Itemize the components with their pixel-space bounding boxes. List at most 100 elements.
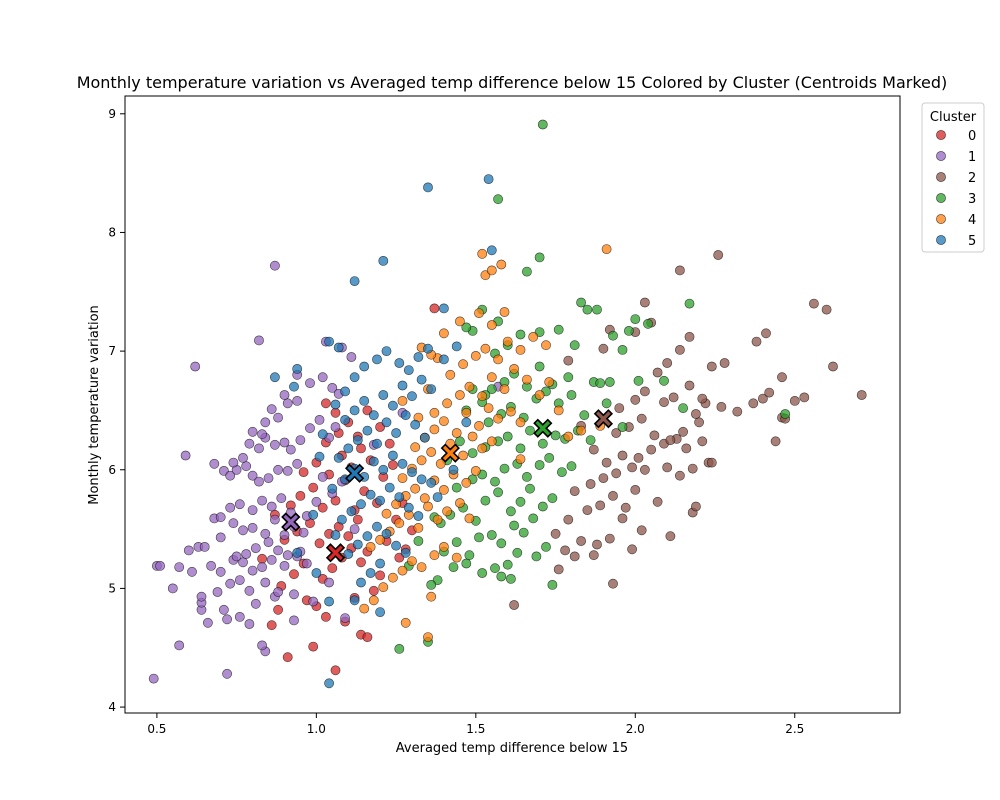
data-point [828,361,838,372]
data-point [474,308,484,318]
data-point [174,640,185,651]
legend-label: 4 [968,213,976,228]
data-point [234,575,245,585]
data-point [212,587,223,597]
data-point [327,563,338,574]
data-point [636,413,647,424]
data-point [515,329,526,340]
data-point [454,436,465,447]
data-point [247,505,258,515]
series-1 [148,260,503,684]
data-point [502,559,513,570]
data-point [493,413,503,424]
data-point [295,435,306,445]
data-point [215,566,226,577]
data-point [400,617,411,628]
data-point [289,589,299,600]
data-point [477,391,488,402]
data-point [285,444,296,455]
data-point [435,458,446,469]
data-point [391,540,401,551]
data-point [308,482,319,493]
data-point [588,550,599,561]
data-point [681,443,692,454]
data-point [493,487,503,498]
data-point [394,644,405,654]
data-point [247,470,258,481]
data-point [368,410,379,421]
data-point [544,452,555,463]
data-point [305,423,315,434]
data-point [387,572,398,583]
data-point [499,384,510,394]
data-point [502,336,513,347]
data-point [636,525,647,536]
legend-marker [936,151,946,161]
data-point [247,426,258,437]
data-point [257,495,267,506]
data-point [522,374,532,385]
data-point [566,390,577,400]
data-point [582,304,593,315]
data-point [199,542,210,552]
data-point [480,343,491,354]
data-point [438,542,449,552]
data-point [317,429,328,440]
chart-title: Monthly temperature variation vs Average… [77,73,948,92]
data-point [387,400,398,411]
data-point [340,386,350,397]
y-tick-label: 9 [108,107,116,121]
data-point [263,537,274,547]
data-point [285,507,296,518]
data-point [451,552,462,563]
data-point [595,378,606,388]
data-point [467,431,478,442]
data-point [534,361,545,372]
data-point [576,425,586,436]
data-point [678,403,688,413]
data-point [630,314,641,324]
data-point [273,587,283,597]
data-point [234,499,245,510]
data-point [534,390,545,400]
legend-label: 2 [968,171,976,186]
data-point [665,531,676,542]
data-point [416,455,427,466]
data-point [640,386,650,397]
data-point [340,613,350,623]
data-point [403,502,414,513]
centroid-marker [325,543,346,563]
data-point [515,496,526,507]
data-point [359,603,370,614]
data-point [336,514,347,525]
data-point [486,384,497,394]
data-point [416,474,427,485]
data-point [509,363,519,374]
data-point [662,462,673,473]
data-point [675,265,685,276]
data-point [362,632,373,642]
legend-label: 1 [968,150,976,165]
data-point [678,426,688,437]
data-point [282,652,293,663]
data-point [438,484,449,495]
data-point [608,330,618,341]
data-point [397,380,408,391]
data-point [148,673,159,684]
data-point [697,436,708,447]
data-point [419,493,430,504]
data-point [461,477,472,488]
data-point [241,461,252,472]
x-tick-label: 2.0 [626,722,645,736]
data-point [438,303,449,314]
data-point [343,549,354,559]
data-point [320,612,331,622]
data-point [423,343,433,354]
data-point [630,484,641,495]
data-point [333,452,344,463]
data-point [257,640,267,651]
data-point [349,595,360,606]
data-point [486,320,497,330]
data-point [789,395,800,406]
data-point [419,432,430,443]
